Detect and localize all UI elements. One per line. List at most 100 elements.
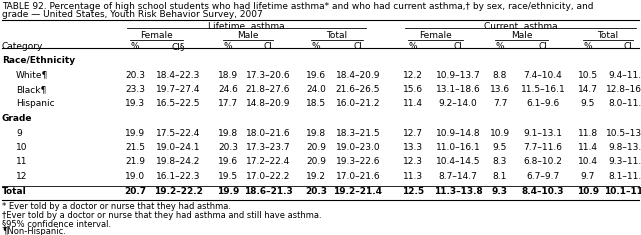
Text: 18.0–21.6: 18.0–21.6	[246, 129, 290, 137]
Text: 10.9: 10.9	[490, 129, 510, 137]
Text: 18.3–21.5: 18.3–21.5	[336, 129, 380, 137]
Text: Male: Male	[511, 31, 532, 40]
Text: 11.4: 11.4	[403, 99, 423, 109]
Text: 20.9: 20.9	[306, 143, 326, 152]
Text: 12.3: 12.3	[403, 157, 423, 167]
Text: 18.5: 18.5	[306, 99, 326, 109]
Text: 11.3: 11.3	[403, 172, 423, 181]
Text: 6.8–10.2: 6.8–10.2	[524, 157, 562, 167]
Text: Grade: Grade	[2, 114, 33, 123]
Text: 9.1–13.1: 9.1–13.1	[524, 129, 563, 137]
Text: 19.7–27.4: 19.7–27.4	[156, 85, 200, 94]
Text: 8.7–14.7: 8.7–14.7	[438, 172, 478, 181]
Text: 8.3: 8.3	[493, 157, 507, 167]
Text: %: %	[584, 42, 592, 51]
Text: 20.3: 20.3	[218, 143, 238, 152]
Text: 8.1–11.6: 8.1–11.6	[608, 172, 641, 181]
Text: 19.2–21.4: 19.2–21.4	[333, 187, 383, 196]
Text: Total: Total	[2, 187, 27, 196]
Text: 17.3–23.7: 17.3–23.7	[246, 143, 290, 152]
Text: 9.5: 9.5	[493, 143, 507, 152]
Text: 19.6: 19.6	[218, 157, 238, 167]
Text: Hispanic: Hispanic	[16, 99, 54, 109]
Text: %: %	[131, 42, 139, 51]
Text: 15.6: 15.6	[403, 85, 423, 94]
Text: 20.9: 20.9	[306, 157, 326, 167]
Text: 9.4–11.8: 9.4–11.8	[608, 70, 641, 79]
Text: 17.0–21.6: 17.0–21.6	[336, 172, 380, 181]
Text: 10.1–11.9: 10.1–11.9	[604, 187, 641, 196]
Text: 13.6: 13.6	[490, 85, 510, 94]
Text: †Ever told by a doctor or nurse that they had asthma and still have asthma.: †Ever told by a doctor or nurse that the…	[2, 211, 322, 219]
Text: 7.7: 7.7	[493, 99, 507, 109]
Text: 9.8–13.2: 9.8–13.2	[608, 143, 641, 152]
Text: 18.9: 18.9	[218, 70, 238, 79]
Text: 19.8: 19.8	[218, 129, 238, 137]
Text: 19.0: 19.0	[125, 172, 145, 181]
Text: Race/Ethnicity: Race/Ethnicity	[2, 56, 75, 65]
Text: 18.6–21.3: 18.6–21.3	[244, 187, 292, 196]
Text: 10.5: 10.5	[578, 70, 598, 79]
Text: 17.5–22.4: 17.5–22.4	[156, 129, 200, 137]
Text: 11.3–13.8: 11.3–13.8	[433, 187, 483, 196]
Text: 7.4–10.4: 7.4–10.4	[524, 70, 562, 79]
Text: 19.8: 19.8	[306, 129, 326, 137]
Text: Category: Category	[2, 42, 44, 51]
Text: 11.8: 11.8	[578, 129, 598, 137]
Text: 19.8–24.2: 19.8–24.2	[156, 157, 200, 167]
Text: CI: CI	[538, 42, 547, 51]
Text: 19.6: 19.6	[306, 70, 326, 79]
Text: ¶Non-Hispanic.: ¶Non-Hispanic.	[2, 227, 66, 235]
Text: 17.7: 17.7	[218, 99, 238, 109]
Text: 10.9–13.7: 10.9–13.7	[436, 70, 480, 79]
Text: 12.2: 12.2	[403, 70, 423, 79]
Text: 18.4–20.9: 18.4–20.9	[336, 70, 380, 79]
Text: 12: 12	[16, 172, 28, 181]
Text: 19.5: 19.5	[218, 172, 238, 181]
Text: 10.5–13.3: 10.5–13.3	[606, 129, 641, 137]
Text: Total: Total	[597, 31, 619, 40]
Text: Black¶: Black¶	[16, 85, 46, 94]
Text: §95% confidence interval.: §95% confidence interval.	[2, 219, 111, 228]
Text: 14.7: 14.7	[578, 85, 598, 94]
Text: TABLE 92. Percentage of high school students who had lifetime asthma* and who ha: TABLE 92. Percentage of high school stud…	[2, 2, 594, 11]
Text: 19.2: 19.2	[306, 172, 326, 181]
Text: 10.4: 10.4	[578, 157, 598, 167]
Text: 23.3: 23.3	[125, 85, 145, 94]
Text: 12.8–16.8: 12.8–16.8	[606, 85, 641, 94]
Text: CI: CI	[454, 42, 462, 51]
Text: 19.3–22.6: 19.3–22.6	[336, 157, 380, 167]
Text: 11.0–16.1: 11.0–16.1	[436, 143, 480, 152]
Text: 7.7–11.6: 7.7–11.6	[524, 143, 563, 152]
Text: 20.3: 20.3	[125, 70, 145, 79]
Text: CI: CI	[624, 42, 633, 51]
Text: CI: CI	[354, 42, 362, 51]
Text: 8.8: 8.8	[493, 70, 507, 79]
Text: 10.9: 10.9	[577, 187, 599, 196]
Text: 13.1–18.6: 13.1–18.6	[436, 85, 480, 94]
Text: 19.2–22.2: 19.2–22.2	[154, 187, 203, 196]
Text: 11: 11	[16, 157, 28, 167]
Text: 19.0–24.1: 19.0–24.1	[156, 143, 200, 152]
Text: %: %	[495, 42, 504, 51]
Text: 13.3: 13.3	[403, 143, 423, 152]
Text: 20.3: 20.3	[305, 187, 327, 196]
Text: Total: Total	[326, 31, 347, 40]
Text: grade — United States, Youth Risk Behavior Survey, 2007: grade — United States, Youth Risk Behavi…	[2, 10, 263, 19]
Text: 9: 9	[16, 129, 22, 137]
Text: 19.9: 19.9	[125, 129, 145, 137]
Text: 8.1: 8.1	[493, 172, 507, 181]
Text: 17.0–22.2: 17.0–22.2	[246, 172, 290, 181]
Text: Current  asthma: Current asthma	[484, 22, 557, 31]
Text: 11.4: 11.4	[578, 143, 598, 152]
Text: 9.2–14.0: 9.2–14.0	[438, 99, 478, 109]
Text: 19.3: 19.3	[125, 99, 145, 109]
Text: %: %	[409, 42, 417, 51]
Text: %: %	[224, 42, 232, 51]
Text: 19.0–23.0: 19.0–23.0	[336, 143, 380, 152]
Text: 14.8–20.9: 14.8–20.9	[246, 99, 290, 109]
Text: Male: Male	[237, 31, 259, 40]
Text: 17.2–22.4: 17.2–22.4	[246, 157, 290, 167]
Text: * Ever told by a doctor or nurse that they had asthma.: * Ever told by a doctor or nurse that th…	[2, 202, 231, 211]
Text: 19.9: 19.9	[217, 187, 239, 196]
